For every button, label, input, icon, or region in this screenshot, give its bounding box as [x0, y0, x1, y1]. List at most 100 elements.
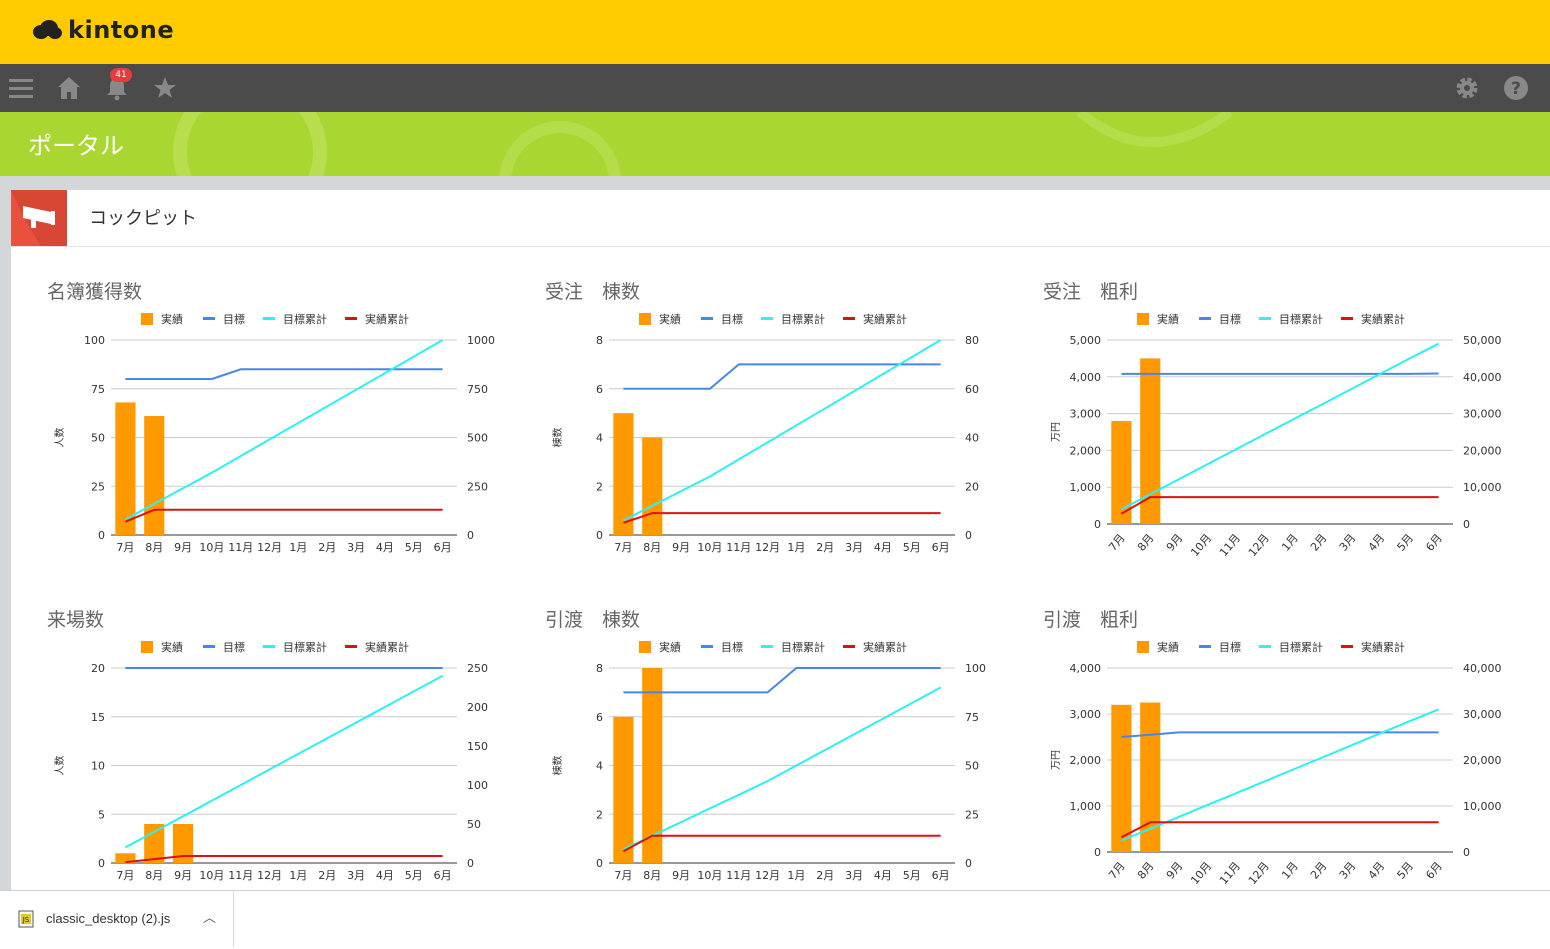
y2-tick-label: 100	[965, 662, 986, 675]
chart-title: 受注 粗利	[1043, 281, 1138, 303]
legend-label: 目標累計	[283, 640, 327, 654]
x-tick-label: 6月	[434, 869, 452, 882]
x-tick-label: 5月	[903, 869, 921, 882]
y2-tick-label: 20,000	[1463, 754, 1502, 767]
kintone-logo[interactable]: kintone	[32, 16, 174, 44]
legend-swatch-2	[263, 317, 275, 320]
y-tick-label: 0	[1094, 846, 1101, 859]
y2-tick-label: 20	[965, 480, 979, 493]
legend-swatch-actual	[1137, 313, 1149, 325]
y-tick-label: 2,000	[1070, 444, 1102, 457]
y2-tick-label: 30,000	[1463, 708, 1502, 721]
y2-tick-label: 150	[467, 740, 488, 753]
legend-label: 実績	[659, 312, 681, 326]
x-tick-label: 12月	[257, 869, 282, 882]
x-tick-label: 12月	[755, 869, 780, 882]
y-tick-label: 3,000	[1070, 708, 1102, 721]
x-tick-label: 5月	[1395, 860, 1417, 882]
y-tick-label: 4	[596, 432, 603, 445]
legend-label: 実績	[659, 640, 681, 654]
legend-swatch-1	[203, 317, 215, 320]
chart-6: 引渡 粗利実績目標目標累計実績累計01,0002,0003,0004,00001…	[1035, 598, 1515, 908]
svg-text:?: ?	[1511, 79, 1521, 99]
bar-actual	[642, 438, 662, 536]
star-icon[interactable]	[151, 74, 179, 102]
x-tick-label: 2月	[318, 541, 336, 554]
x-tick-label: 3月	[1337, 860, 1359, 882]
x-tick-label: 5月	[1395, 532, 1417, 554]
y-axis-label: 万円	[1051, 422, 1062, 442]
x-tick-label: 11月	[228, 541, 253, 554]
legend-label: 目標累計	[1279, 312, 1323, 326]
x-tick-label: 4月	[874, 541, 892, 554]
legend-swatch-3	[843, 645, 855, 648]
legend-swatch-actual	[639, 313, 651, 325]
menu-icon[interactable]	[7, 74, 35, 102]
x-tick-label: 4月	[1366, 860, 1388, 882]
legend-swatch-2	[761, 317, 773, 320]
legend-label: 目標累計	[781, 312, 825, 326]
chart-4: 来場数実績目標目標累計実績累計05101520050100150200250人数…	[39, 598, 519, 908]
y2-tick-label: 50,000	[1463, 334, 1502, 347]
x-tick-label: 12月	[257, 541, 282, 554]
x-tick-label: 6月	[434, 541, 452, 554]
x-tick-label: 3月	[347, 541, 365, 554]
help-icon[interactable]: ?	[1502, 74, 1530, 102]
legend-label: 実績	[161, 640, 183, 654]
legend-label: 目標累計	[781, 640, 825, 654]
gear-icon[interactable]	[1453, 74, 1481, 102]
download-bar: JS classic_desktop (2).js ︿	[0, 890, 1550, 949]
x-tick-label: 1月	[1279, 532, 1301, 554]
x-tick-label: 1月	[289, 541, 307, 554]
legend-label: 実績	[1157, 640, 1179, 654]
x-tick-label: 11月	[726, 541, 751, 554]
line-actual-cum	[125, 510, 442, 522]
x-tick-label: 7月	[1106, 860, 1128, 882]
y2-tick-label: 50	[965, 760, 979, 773]
home-icon[interactable]	[55, 74, 83, 102]
x-tick-label: 1月	[289, 869, 307, 882]
x-tick-label: 2月	[1308, 532, 1330, 554]
nav-bar: 41 ?	[0, 64, 1550, 112]
legend-label: 実績累計	[863, 640, 907, 654]
chart-3: 受注 粗利実績目標目標累計実績累計01,0002,0003,0004,0005,…	[1035, 270, 1515, 580]
x-tick-label: 12月	[1246, 532, 1272, 560]
y2-tick-label: 200	[467, 701, 488, 714]
y2-tick-label: 40	[965, 432, 979, 445]
legend-swatch-1	[701, 317, 713, 320]
x-tick-label: 11月	[1217, 860, 1243, 888]
y2-tick-label: 250	[467, 662, 488, 675]
y-tick-label: 5	[98, 808, 105, 821]
legend-swatch-1	[1199, 317, 1211, 320]
y2-tick-label: 0	[965, 529, 972, 542]
y-tick-label: 100	[84, 334, 105, 347]
y2-tick-label: 20,000	[1463, 444, 1502, 457]
cloud-icon	[32, 19, 62, 41]
download-item[interactable]: JS classic_desktop (2).js ︿	[0, 891, 234, 947]
y2-tick-label: 0	[467, 529, 474, 542]
x-tick-label: 4月	[376, 869, 394, 882]
line-target	[1121, 732, 1438, 737]
y-axis-label: 万円	[1051, 750, 1062, 770]
y-tick-label: 0	[98, 857, 105, 870]
x-tick-label: 8月	[1135, 860, 1157, 882]
chevron-up-icon[interactable]: ︿	[203, 907, 216, 926]
legend-label: 目標	[223, 640, 245, 654]
chart-title: 引渡 棟数	[545, 609, 640, 631]
legend-swatch-actual	[141, 313, 153, 325]
chart-title: 引渡 粗利	[1043, 609, 1138, 631]
y2-tick-label: 0	[1463, 846, 1470, 859]
logo-text: kintone	[68, 16, 174, 44]
panel-title: コックピット	[89, 204, 197, 230]
y-tick-label: 8	[596, 334, 603, 347]
x-tick-label: 7月	[614, 869, 632, 882]
line-target-cum	[623, 688, 940, 850]
y2-tick-label: 100	[467, 779, 488, 792]
download-filename: classic_desktop (2).js	[46, 911, 170, 926]
y-tick-label: 4,000	[1070, 371, 1102, 384]
legend-label: 目標累計	[1279, 640, 1323, 654]
line-target-cum	[125, 340, 442, 519]
y-tick-label: 1,000	[1070, 800, 1102, 813]
legend-swatch-3	[345, 317, 357, 320]
x-tick-label: 9月	[1164, 860, 1186, 882]
